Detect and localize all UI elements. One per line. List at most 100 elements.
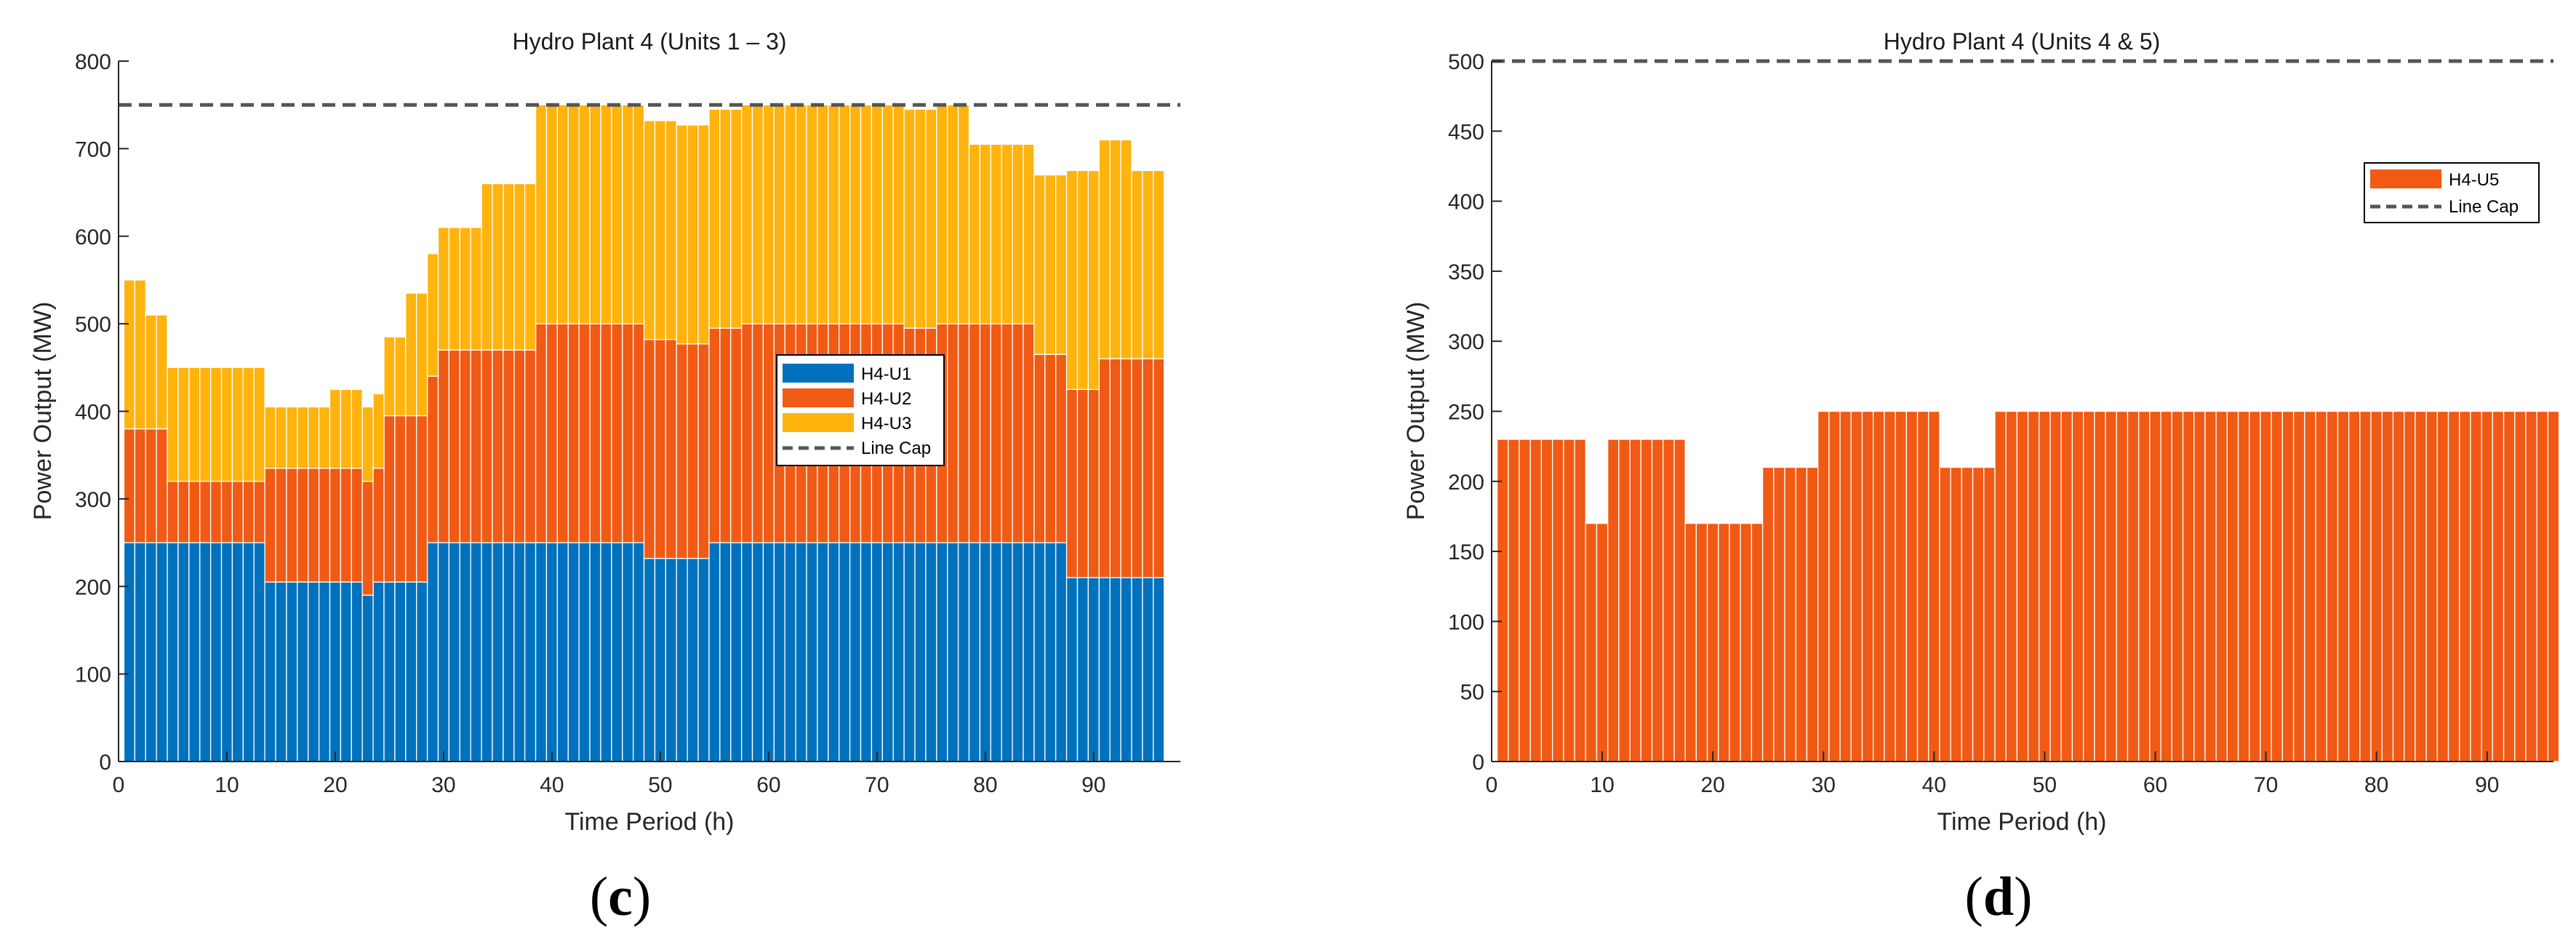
legend-c: H4-U1 H4-U2 H4-U3 Line Cap bbox=[776, 354, 945, 466]
bar-h4-u5-48 bbox=[2016, 410, 2029, 762]
bar-h4-u5-43 bbox=[1961, 466, 1974, 762]
legend-label-line-cap-c: Line Cap bbox=[861, 439, 931, 458]
bar-h4-u3-66 bbox=[828, 104, 840, 324]
bar-h4-u2-78 bbox=[957, 323, 970, 543]
bar-h4-u3-25 bbox=[383, 336, 396, 417]
bar-h4-u2-12 bbox=[242, 481, 255, 543]
bar-h4-u2-46 bbox=[611, 323, 623, 543]
axes-c: 0 10 20 30 40 50 60 70 80 90 0 100 200 300 400 500 600 70… bbox=[75, 50, 1180, 797]
legend-swatch-u2 bbox=[783, 388, 854, 407]
bar-h4-u1-77 bbox=[947, 542, 959, 762]
bar-h4-u5-36 bbox=[1884, 410, 1896, 762]
bar-h4-u2-29 bbox=[426, 375, 439, 543]
bar-h4-u2-11 bbox=[231, 481, 244, 543]
bar-h4-u2-77 bbox=[947, 323, 959, 543]
bar-h4-u2-4 bbox=[156, 428, 168, 543]
bar-h4-u5-2 bbox=[1508, 439, 1520, 762]
bar-h4-u2-10 bbox=[220, 481, 233, 543]
bar-h4-u3-41 bbox=[556, 104, 569, 324]
bar-h4-u3-49 bbox=[643, 120, 656, 340]
bar-h4-u2-33 bbox=[470, 349, 482, 543]
bar-h4-u1-82 bbox=[1001, 542, 1013, 762]
bar-h4-u1-64 bbox=[806, 542, 818, 762]
y-tick-label-d-250: 250 bbox=[1448, 401, 1484, 425]
bar-h4-u2-41 bbox=[556, 323, 569, 543]
bar-h4-u1-56 bbox=[719, 542, 732, 762]
bar-h4-u5-54 bbox=[2082, 410, 2095, 762]
bar-h4-u3-34 bbox=[481, 183, 493, 351]
bar-h4-u3-38 bbox=[524, 183, 537, 351]
bar-h4-u3-42 bbox=[567, 104, 580, 324]
bar-h4-u5-19 bbox=[1695, 522, 1708, 762]
bar-h4-u5-82 bbox=[2392, 410, 2405, 762]
bar-h4-u3-6 bbox=[177, 367, 190, 482]
bar-h4-u1-44 bbox=[589, 542, 601, 762]
bar-h4-u3-46 bbox=[611, 104, 623, 324]
bar-h4-u2-19 bbox=[318, 468, 331, 583]
bar-h4-u3-69 bbox=[860, 104, 873, 324]
y-tick-label-c-0: 0 bbox=[99, 751, 111, 775]
bar-h4-u3-35 bbox=[492, 183, 504, 351]
bar-h4-u3-31 bbox=[448, 227, 460, 351]
bar-h4-u2-96 bbox=[1153, 358, 1165, 578]
bar-h4-u5-40 bbox=[1928, 410, 1940, 762]
x-tick-label-c-20: 20 bbox=[323, 773, 347, 797]
bar-h4-u2-90 bbox=[1087, 388, 1100, 578]
bar-h4-u2-93 bbox=[1120, 358, 1132, 578]
x-tick-label-d-80: 80 bbox=[2364, 773, 2388, 797]
bar-h4-u2-95 bbox=[1142, 358, 1154, 578]
bar-h4-u3-33 bbox=[470, 227, 482, 351]
bar-h4-u2-20 bbox=[329, 468, 342, 583]
bar-h4-u5-16 bbox=[1663, 439, 1675, 762]
bar-h4-u1-63 bbox=[795, 542, 807, 762]
bar-h4-u2-48 bbox=[633, 323, 645, 543]
bar-h4-u3-21 bbox=[340, 388, 352, 469]
bar-h4-u2-38 bbox=[524, 349, 537, 543]
bar-h4-u5-56 bbox=[2105, 410, 2117, 762]
bar-h4-u2-86 bbox=[1044, 353, 1057, 543]
y-tick-label-d-350: 350 bbox=[1448, 260, 1484, 284]
bar-h4-u1-15 bbox=[275, 581, 287, 762]
bar-h4-u3-95 bbox=[1142, 169, 1154, 359]
bar-h4-u1-78 bbox=[957, 542, 970, 762]
bar-h4-u1-7 bbox=[188, 542, 201, 762]
bar-h4-u2-92 bbox=[1109, 358, 1121, 578]
bar-h4-u2-59 bbox=[751, 323, 764, 543]
bar-h4-u1-2 bbox=[134, 542, 146, 762]
bar-h4-u3-93 bbox=[1120, 139, 1132, 359]
bar-h4-u5-26 bbox=[1773, 466, 1785, 762]
bar-h4-u1-46 bbox=[611, 542, 623, 762]
bar-h4-u5-50 bbox=[2039, 410, 2051, 762]
bar-h4-u5-51 bbox=[2049, 410, 2062, 762]
bar-h4-u2-40 bbox=[545, 323, 559, 543]
bar-h4-u5-31 bbox=[1828, 410, 1841, 762]
bar-h4-u5-8 bbox=[1574, 439, 1586, 762]
bar-h4-u3-78 bbox=[957, 104, 970, 324]
bar-h4-u5-23 bbox=[1740, 522, 1753, 762]
bar-h4-u1-68 bbox=[849, 542, 862, 762]
bar-h4-u5-53 bbox=[2071, 410, 2084, 762]
bar-h4-u3-23 bbox=[361, 406, 374, 482]
bar-h4-u2-55 bbox=[708, 327, 721, 543]
bar-h4-u5-32 bbox=[1839, 410, 1852, 762]
bar-h4-u5-52 bbox=[2060, 410, 2073, 762]
bar-h4-u5-65 bbox=[2204, 410, 2217, 762]
bar-h4-u5-76 bbox=[2326, 410, 2339, 762]
bar-h4-u1-85 bbox=[1033, 542, 1046, 762]
bar-h4-u3-20 bbox=[329, 388, 342, 469]
legend-label-u2: H4-U2 bbox=[861, 389, 911, 409]
bar-h4-u5-77 bbox=[2337, 410, 2350, 762]
bar-h4-u3-15 bbox=[275, 406, 287, 469]
bar-h4-u3-94 bbox=[1131, 169, 1143, 359]
bar-h4-u2-25 bbox=[383, 415, 396, 583]
bar-h4-u5-41 bbox=[1939, 466, 1951, 762]
x-tick-label-c-0: 0 bbox=[113, 773, 125, 797]
bar-h4-u5-37 bbox=[1895, 410, 1907, 762]
chart-panel-d: 0 10 20 30 40 50 60 70 80 90 0 50 100 150 200 250 300 350… bbox=[1402, 28, 2560, 927]
y-tick-label-c-600: 600 bbox=[75, 225, 111, 249]
bar-h4-u3-92 bbox=[1109, 139, 1121, 359]
bar-h4-u1-75 bbox=[925, 542, 937, 762]
bar-h4-u3-71 bbox=[881, 104, 894, 324]
bar-h4-u1-71 bbox=[881, 542, 894, 762]
